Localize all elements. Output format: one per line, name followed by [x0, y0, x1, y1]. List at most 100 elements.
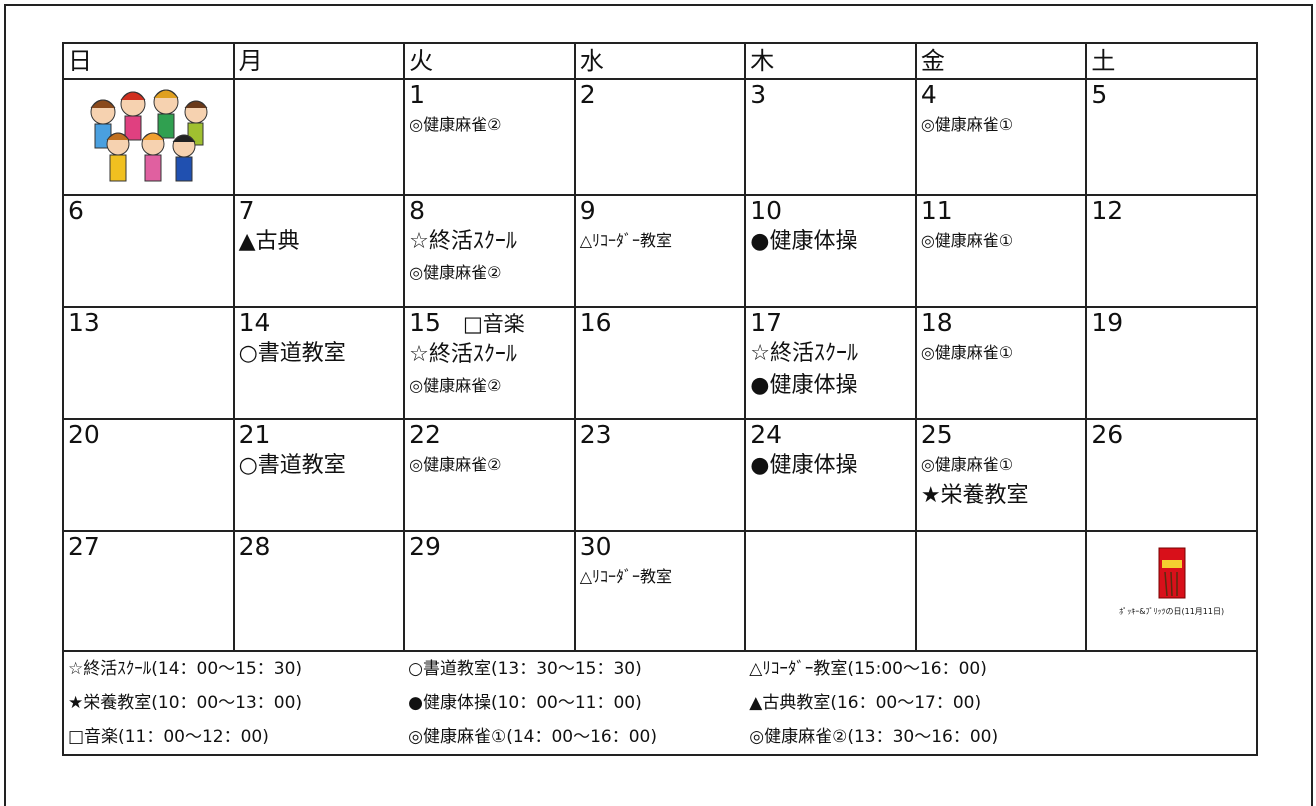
legend-item: ○書道教室(13：30～15：30) — [408, 659, 642, 679]
day-cell: 8 ☆終活ｽｸｰﾙ ◎健康麻雀② — [403, 194, 576, 308]
cell-image — [68, 81, 229, 193]
day-cell: 28 — [232, 530, 406, 652]
date-number: 15 — [409, 308, 441, 337]
event: ▲古典 — [238, 229, 300, 254]
date-line: 5 — [1091, 80, 1252, 110]
day-cell: 29 — [403, 530, 576, 652]
date-line: 2 — [579, 80, 741, 110]
day-cell: 20 — [62, 418, 235, 532]
date-line: 1 — [409, 80, 570, 110]
date-line: 4 — [920, 80, 1082, 110]
week-row: 20 21 ○書道教室 22 ◎健康麻雀② 23 24 ●健康体操 25 ◎健康麻雀① ★栄養教室 2… — [62, 418, 1258, 532]
date-line: 26 — [1091, 420, 1252, 450]
day-cell — [914, 530, 1088, 652]
event: ◎健康麻雀② — [409, 115, 502, 134]
date-number: 4 — [920, 80, 937, 109]
date-number: 1 — [409, 80, 426, 109]
day-cell: ﾎﾟｯｷｰ&ﾌﾟﾘｯﾂの日(11月11日) — [1085, 530, 1258, 652]
day-cell: 15 □音楽 ☆終活ｽｸｰﾙ ◎健康麻雀② — [403, 306, 576, 420]
week-row: 27 28 29 30 △ﾘｺｰﾀﾞｰ教室 ﾎﾟｯｷｰ&ﾌﾟﾘｯﾂの日(11月11日) — [62, 530, 1258, 652]
date-line: 6 — [68, 196, 229, 226]
legend-item: ◎健康麻雀①(14：00～16：00) — [404, 720, 746, 756]
date-number: 20 — [68, 420, 100, 449]
date-line: 22 — [409, 420, 570, 450]
day-cell: 1 ◎健康麻雀② — [403, 78, 576, 196]
legend-item: ☆終活ｽｸｰﾙ(14：00～15：30) — [61, 651, 405, 686]
date-number: 23 — [579, 420, 612, 449]
date-line: 7 — [238, 196, 400, 226]
event: ●健康体操 — [750, 453, 858, 478]
day-cell: 10 ●健康体操 — [744, 194, 917, 308]
day-cell: 12 — [1085, 194, 1258, 308]
date-number: 24 — [750, 420, 783, 449]
page-frame — [4, 4, 1313, 806]
day-cell: 14 ○書道教室 — [232, 306, 406, 420]
date-number: 5 — [1091, 80, 1108, 109]
day-cell: 4 ◎健康麻雀① — [914, 78, 1088, 196]
event: ◎健康麻雀① — [920, 231, 1014, 250]
legend-row: ★栄養教室(10：00～13：00) ●健康体操(10：00～11：00) ▲古典教… — [61, 686, 1258, 720]
date-number: 17 — [750, 308, 783, 337]
day-cell: 3 — [744, 78, 917, 196]
event: ●健康体操 — [750, 373, 858, 398]
day-cell: 30 △ﾘｺｰﾀﾞｰ教室 — [573, 530, 747, 652]
day-cell — [62, 78, 235, 196]
date-number: 13 — [68, 308, 100, 337]
legend-item: ▲古典教室(16：00～17：00) — [745, 686, 1258, 720]
legend-item: △ﾘｺｰﾀﾞｰ教室(15:00～16：00) — [745, 651, 1258, 686]
legend-row: □音楽(11：00～12：00) ◎健康麻雀①(14：00～16：00) ◎健康麻雀… — [61, 720, 1258, 756]
legend-item: ★栄養教室(10：00～13：00) — [61, 686, 405, 720]
date-number: 30 — [579, 532, 612, 561]
event: ☆終活ｽｸｰﾙ — [750, 341, 858, 366]
date-line: 25 — [920, 420, 1082, 450]
date-line: 9 — [580, 197, 741, 226]
date-number: 2 — [579, 80, 596, 109]
date-line: 12 — [1091, 197, 1252, 226]
date-line: 15 □音楽 — [409, 308, 570, 339]
event: △ﾘｺｰﾀﾞｰ教室 — [579, 567, 672, 586]
day-cell: 17 ☆終活ｽｸｰﾙ ●健康体操 — [744, 306, 917, 420]
legend-row: ☆終活ｽｸｰﾙ(14：00～15：30) ○書道教室(13：30～15：30) △ﾘ… — [61, 651, 1258, 686]
date-number: 11 — [920, 196, 953, 225]
date-number: 28 — [238, 532, 271, 561]
date-number: 7 — [238, 196, 255, 225]
date-number: 16 — [579, 308, 612, 337]
day-header: 水 — [573, 42, 747, 80]
date-number: 29 — [409, 532, 441, 561]
legend-item: ◎健康麻雀②(13：30～16：00) — [745, 720, 1258, 756]
date-number: 25 — [920, 420, 953, 449]
date-note: □音楽 — [462, 312, 525, 336]
date-number: 3 — [750, 80, 767, 109]
date-number: 21 — [238, 420, 271, 449]
day-cell: 27 — [62, 530, 235, 652]
date-line: 30 — [579, 532, 741, 562]
date-number: 19 — [1091, 308, 1124, 337]
date-number: 22 — [409, 420, 441, 449]
day-header: 月 — [232, 42, 406, 80]
date-line: 21 — [238, 420, 400, 450]
event: ★栄養教室 — [920, 483, 1029, 508]
day-header: 火 — [403, 42, 576, 80]
week-row: 1 ◎健康麻雀② 2 3 4 ◎健康麻雀① 5 — [62, 78, 1258, 196]
day-header: 木 — [744, 42, 917, 80]
date-number: 26 — [1091, 420, 1124, 449]
date-number: 14 — [238, 308, 271, 337]
day-cell: 21 ○書道教室 — [232, 418, 406, 532]
cell-image — [1091, 533, 1252, 604]
event: ◎健康麻雀② — [409, 263, 502, 282]
date-line: 3 — [750, 80, 911, 110]
day-cell: 11 ◎健康麻雀① — [914, 194, 1088, 308]
day-header: 土 — [1085, 42, 1258, 80]
day-cell: 2 — [573, 78, 747, 196]
day-cell — [232, 78, 406, 196]
day-cell: 26 — [1085, 418, 1258, 532]
image-caption: ﾎﾟｯｷｰ&ﾌﾟﾘｯﾂの日(11月11日) — [1119, 607, 1225, 616]
kids-illustration — [90, 89, 208, 182]
date-line: 28 — [238, 532, 400, 562]
date-line: 18 — [921, 309, 1082, 338]
date-number: 6 — [68, 196, 84, 225]
header-row: 日月火水木金土 — [62, 42, 1258, 80]
date-line: 19 — [1091, 308, 1252, 338]
legend-item: ●健康体操(10：00～11：00) — [408, 693, 642, 713]
day-cell: 25 ◎健康麻雀① ★栄養教室 — [914, 418, 1088, 532]
